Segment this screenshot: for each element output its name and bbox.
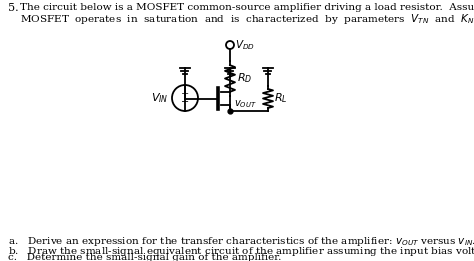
Text: −: −	[181, 98, 189, 106]
Text: $V_{DD}$: $V_{DD}$	[235, 38, 255, 52]
Text: $v_{OUT}$: $v_{OUT}$	[234, 98, 257, 110]
Text: b.   Draw the small-signal equivalent circuit of the amplifier assuming the inpu: b. Draw the small-signal equivalent circ…	[8, 244, 474, 258]
Text: a.   Derive an expression for the transfer characteristics of the amplifier: $v_: a. Derive an expression for the transfer…	[8, 235, 474, 248]
Text: $R_D$: $R_D$	[237, 72, 252, 85]
Text: 5.: 5.	[8, 3, 18, 13]
Text: $R_L$: $R_L$	[274, 92, 288, 105]
Text: $V_{IN}$: $V_{IN}$	[152, 91, 169, 105]
Text: +: +	[181, 90, 189, 98]
Text: c.   Determine the small-signal gain of the amplifier.: c. Determine the small-signal gain of th…	[8, 253, 282, 261]
Text: MOSFET  operates  in  saturation  and  is  characterized  by  parameters  $V_{TN: MOSFET operates in saturation and is cha…	[20, 12, 474, 26]
Text: The circuit below is a MOSFET common-source amplifier driving a load resistor.  : The circuit below is a MOSFET common-sou…	[20, 3, 474, 12]
